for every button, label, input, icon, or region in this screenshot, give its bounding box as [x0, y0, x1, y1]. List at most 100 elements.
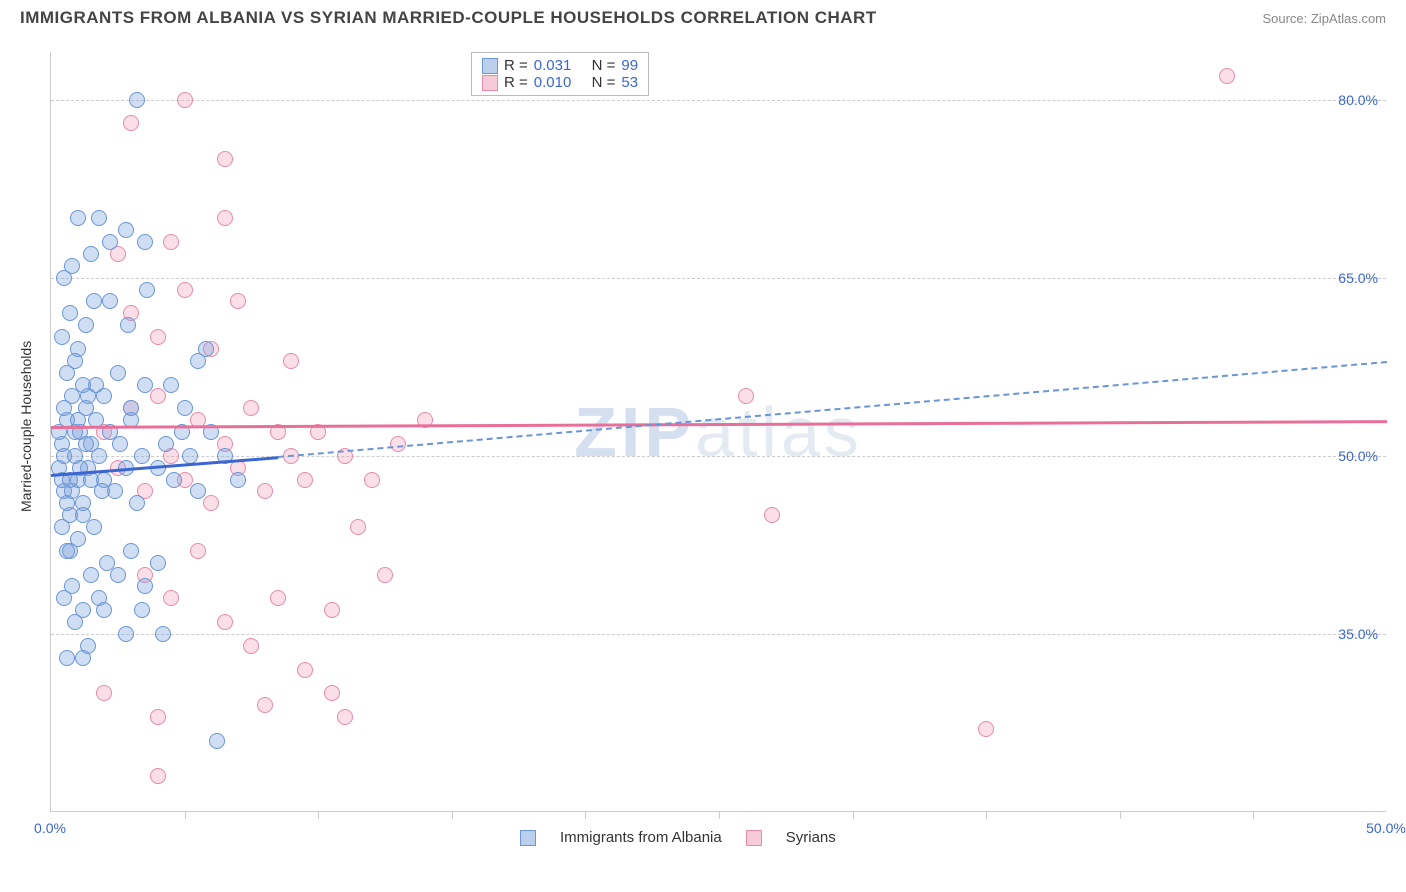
scatter-point: [96, 602, 112, 618]
scatter-point: [137, 377, 153, 393]
trend-line: [278, 361, 1387, 458]
scatter-point: [155, 626, 171, 642]
title-bar: IMMIGRANTS FROM ALBANIA VS SYRIAN MARRIE…: [0, 0, 1406, 32]
scatter-point: [56, 400, 72, 416]
scatter-point: [150, 709, 166, 725]
scatter-point: [257, 697, 273, 713]
scatter-point: [297, 472, 313, 488]
xtick: [585, 811, 586, 819]
watermark-atlas: atlas: [695, 393, 863, 471]
scatter-point: [91, 210, 107, 226]
scatter-point: [297, 662, 313, 678]
scatter-point: [80, 638, 96, 654]
scatter-point: [94, 483, 110, 499]
scatter-point: [182, 448, 198, 464]
scatter-point: [166, 472, 182, 488]
scatter-point: [64, 258, 80, 274]
n-value-b: 53: [621, 74, 638, 91]
scatter-point: [83, 567, 99, 583]
scatter-point: [134, 602, 150, 618]
scatter-point: [217, 614, 233, 630]
scatter-point: [177, 282, 193, 298]
scatter-point: [364, 472, 380, 488]
r-label-b: R =: [504, 74, 528, 91]
scatter-point: [86, 519, 102, 535]
ytick-label: 50.0%: [1338, 448, 1378, 464]
scatter-point: [96, 388, 112, 404]
n-value-a: 99: [621, 57, 638, 74]
scatter-point: [217, 210, 233, 226]
xtick: [1120, 811, 1121, 819]
scatter-point: [270, 590, 286, 606]
r-value-a: 0.031: [534, 57, 572, 74]
scatter-point: [67, 353, 83, 369]
legend-label-albania: Immigrants from Albania: [560, 829, 722, 846]
scatter-point: [75, 507, 91, 523]
scatter-point: [150, 329, 166, 345]
scatter-point: [134, 448, 150, 464]
gridline-h: [51, 100, 1386, 101]
scatter-point: [217, 151, 233, 167]
scatter-point: [764, 507, 780, 523]
scatter-point: [163, 377, 179, 393]
scatter-point: [390, 436, 406, 452]
scatter-point: [203, 495, 219, 511]
chart-title: IMMIGRANTS FROM ALBANIA VS SYRIAN MARRIE…: [20, 8, 877, 28]
scatter-point: [54, 519, 70, 535]
scatter-point: [102, 293, 118, 309]
scatter-point: [56, 448, 72, 464]
scatter-point: [78, 317, 94, 333]
source-attribution: Source: ZipAtlas.com: [1262, 11, 1386, 26]
chart-container: Married-couple Households ZIPatlas R = 0…: [0, 32, 1406, 862]
xtick: [853, 811, 854, 819]
scatter-point: [190, 483, 206, 499]
scatter-point: [163, 234, 179, 250]
xtick-label: 50.0%: [1366, 820, 1406, 836]
scatter-point: [70, 210, 86, 226]
scatter-point: [337, 709, 353, 725]
scatter-point: [80, 388, 96, 404]
ytick-label: 80.0%: [1338, 92, 1378, 108]
scatter-point: [243, 638, 259, 654]
scatter-point: [177, 400, 193, 416]
ytick-label: 65.0%: [1338, 270, 1378, 286]
scatter-point: [123, 400, 139, 416]
swatch-syrians-bottom: [746, 830, 762, 846]
swatch-albania-bottom: [520, 830, 536, 846]
scatter-point: [324, 685, 340, 701]
scatter-point: [190, 353, 206, 369]
scatter-point: [324, 602, 340, 618]
legend-series: Immigrants from Albania Syrians: [520, 829, 836, 846]
ytick-label: 35.0%: [1338, 626, 1378, 642]
y-axis-label: Married-couple Households: [18, 341, 34, 512]
legend-stats-row-a: R = 0.031 N = 99: [482, 57, 638, 74]
xtick: [1253, 811, 1254, 819]
xtick: [452, 811, 453, 819]
scatter-point: [243, 400, 259, 416]
r-label-a: R =: [504, 57, 528, 74]
plot-area: ZIPatlas R = 0.031 N = 99 R = 0.010 N = …: [50, 52, 1386, 812]
scatter-point: [137, 234, 153, 250]
scatter-point: [112, 436, 128, 452]
scatter-point: [120, 317, 136, 333]
scatter-point: [96, 685, 112, 701]
scatter-point: [1219, 68, 1235, 84]
scatter-point: [283, 353, 299, 369]
xtick: [185, 811, 186, 819]
scatter-point: [209, 733, 225, 749]
legend-stats: R = 0.031 N = 99 R = 0.010 N = 53: [471, 52, 649, 96]
xtick: [719, 811, 720, 819]
scatter-point: [123, 115, 139, 131]
scatter-point: [738, 388, 754, 404]
scatter-point: [177, 92, 193, 108]
scatter-point: [150, 388, 166, 404]
watermark-zip: ZIP: [574, 393, 695, 471]
scatter-point: [62, 305, 78, 321]
gridline-h: [51, 634, 1386, 635]
scatter-point: [110, 567, 126, 583]
scatter-point: [137, 578, 153, 594]
scatter-point: [83, 246, 99, 262]
xtick-label: 0.0%: [34, 820, 66, 836]
scatter-point: [64, 578, 80, 594]
scatter-point: [129, 92, 145, 108]
